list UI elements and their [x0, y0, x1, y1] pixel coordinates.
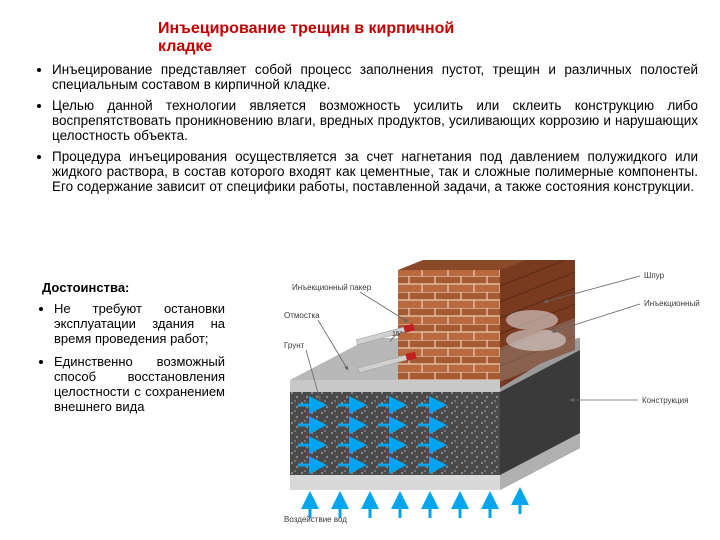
injection-diagram: Инъекционный пакер Отмостка Грунт Воздей… — [240, 260, 700, 530]
advantages-title: Достоинства: — [42, 280, 225, 295]
bullet-item: Целью данной технологии является возможн… — [52, 98, 698, 143]
advantages-list: Не требуют остановки эксплуатации здания… — [42, 301, 225, 414]
bullet-item: Процедура инъецирования осуществляется з… — [52, 149, 698, 194]
main-bullet-list: Инъецирование представляет собой процесс… — [38, 62, 698, 200]
advantage-item: Не требуют остановки эксплуатации здания… — [54, 301, 225, 346]
label-konstr: Конструкция — [642, 396, 688, 405]
page-title: Инъецирование трещин в кирпичной кладке — [158, 20, 488, 55]
bullet-item: Инъецирование представляет собой процесс… — [52, 62, 698, 92]
label-sostav: Инъекционный состав — [644, 299, 700, 308]
label-shpur: Шпур — [644, 271, 665, 280]
advantages-block: Достоинства: Не требуют остановки эксплу… — [42, 280, 225, 422]
advantage-item: Единственно возможный способ восстановле… — [54, 354, 225, 414]
label-otmostka: Отмостка — [284, 311, 320, 320]
label-grunt: Грунт — [284, 341, 305, 350]
label-angle: 15° — [392, 330, 403, 338]
label-water: Воздействие вод — [284, 515, 347, 524]
label-paker: Инъекционный пакер — [292, 283, 372, 292]
